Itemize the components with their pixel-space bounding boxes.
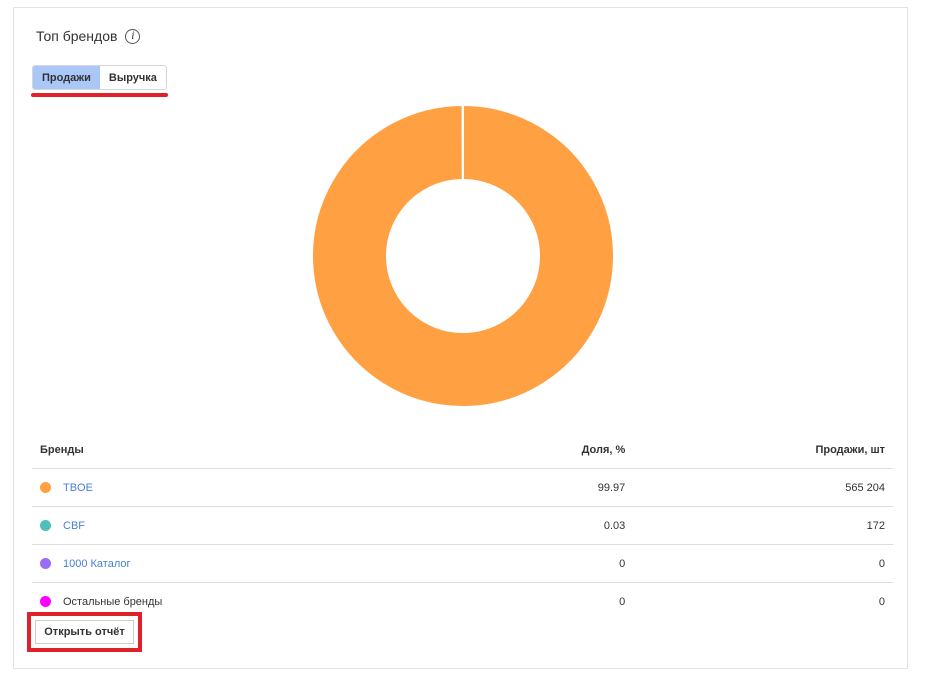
brand-cell: Остальные бренды <box>32 583 452 621</box>
table-row: 1000 Каталог 0 0 <box>32 544 893 583</box>
tab-revenue[interactable]: Выручка <box>108 71 157 84</box>
top-brands-card: Топ брендов i Продажи Выручка Бренды Дол… <box>13 7 908 669</box>
legend-dot <box>40 558 51 570</box>
open-report-button[interactable]: Открыть отчёт <box>35 620 134 644</box>
highlight-underline <box>31 93 168 97</box>
share-cell: 0 <box>451 544 634 583</box>
table-header-row: Бренды Доля, % Продажи, шт <box>32 431 893 469</box>
sales-cell: 0 <box>878 595 885 608</box>
legend-dot <box>40 482 51 494</box>
header-share: Доля, % <box>451 431 634 469</box>
brand-cell: CBF <box>32 506 452 545</box>
legend-dot <box>40 596 51 608</box>
brand-name[interactable]: TBOE <box>63 481 93 494</box>
share-cell: 0.03 <box>451 506 634 545</box>
brand-cell: 1000 Каталог <box>32 544 452 583</box>
header-sales: Продажи, шт <box>633 431 893 469</box>
tab-sales[interactable]: Продажи <box>33 66 100 89</box>
share-cell: 0 <box>619 595 626 608</box>
header-brands: Бренды <box>32 431 452 469</box>
share-cell: 99.97 <box>451 468 634 507</box>
highlight-box: Открыть отчёт <box>27 612 142 652</box>
table-row: Остальные бренды 0 0 <box>32 583 893 621</box>
card-title: Топ брендов i <box>36 28 141 44</box>
brand-cell: TBOE <box>32 468 452 507</box>
donut-chart <box>311 103 615 408</box>
brand-name: Остальные бренды <box>63 595 163 608</box>
table-row: CBF 0.03 172 <box>32 506 893 545</box>
donut-slice-tboe[interactable] <box>311 103 615 408</box>
sales-cell: 0 <box>633 544 893 583</box>
metric-toggle: Продажи Выручка <box>32 65 167 90</box>
brand-name[interactable]: CBF <box>63 519 85 532</box>
sales-cell: 172 <box>633 506 893 545</box>
brand-name[interactable]: 1000 Каталог <box>63 557 131 570</box>
info-icon[interactable]: i <box>125 28 141 44</box>
sales-cell: 565 204 <box>633 468 893 507</box>
table-row: TBOE 99.97 565 204 <box>32 468 893 507</box>
brands-table: Бренды Доля, % Продажи, шт TBOE 99.97 56… <box>32 431 893 620</box>
legend-dot <box>40 520 51 532</box>
title-text: Топ брендов <box>36 28 118 44</box>
